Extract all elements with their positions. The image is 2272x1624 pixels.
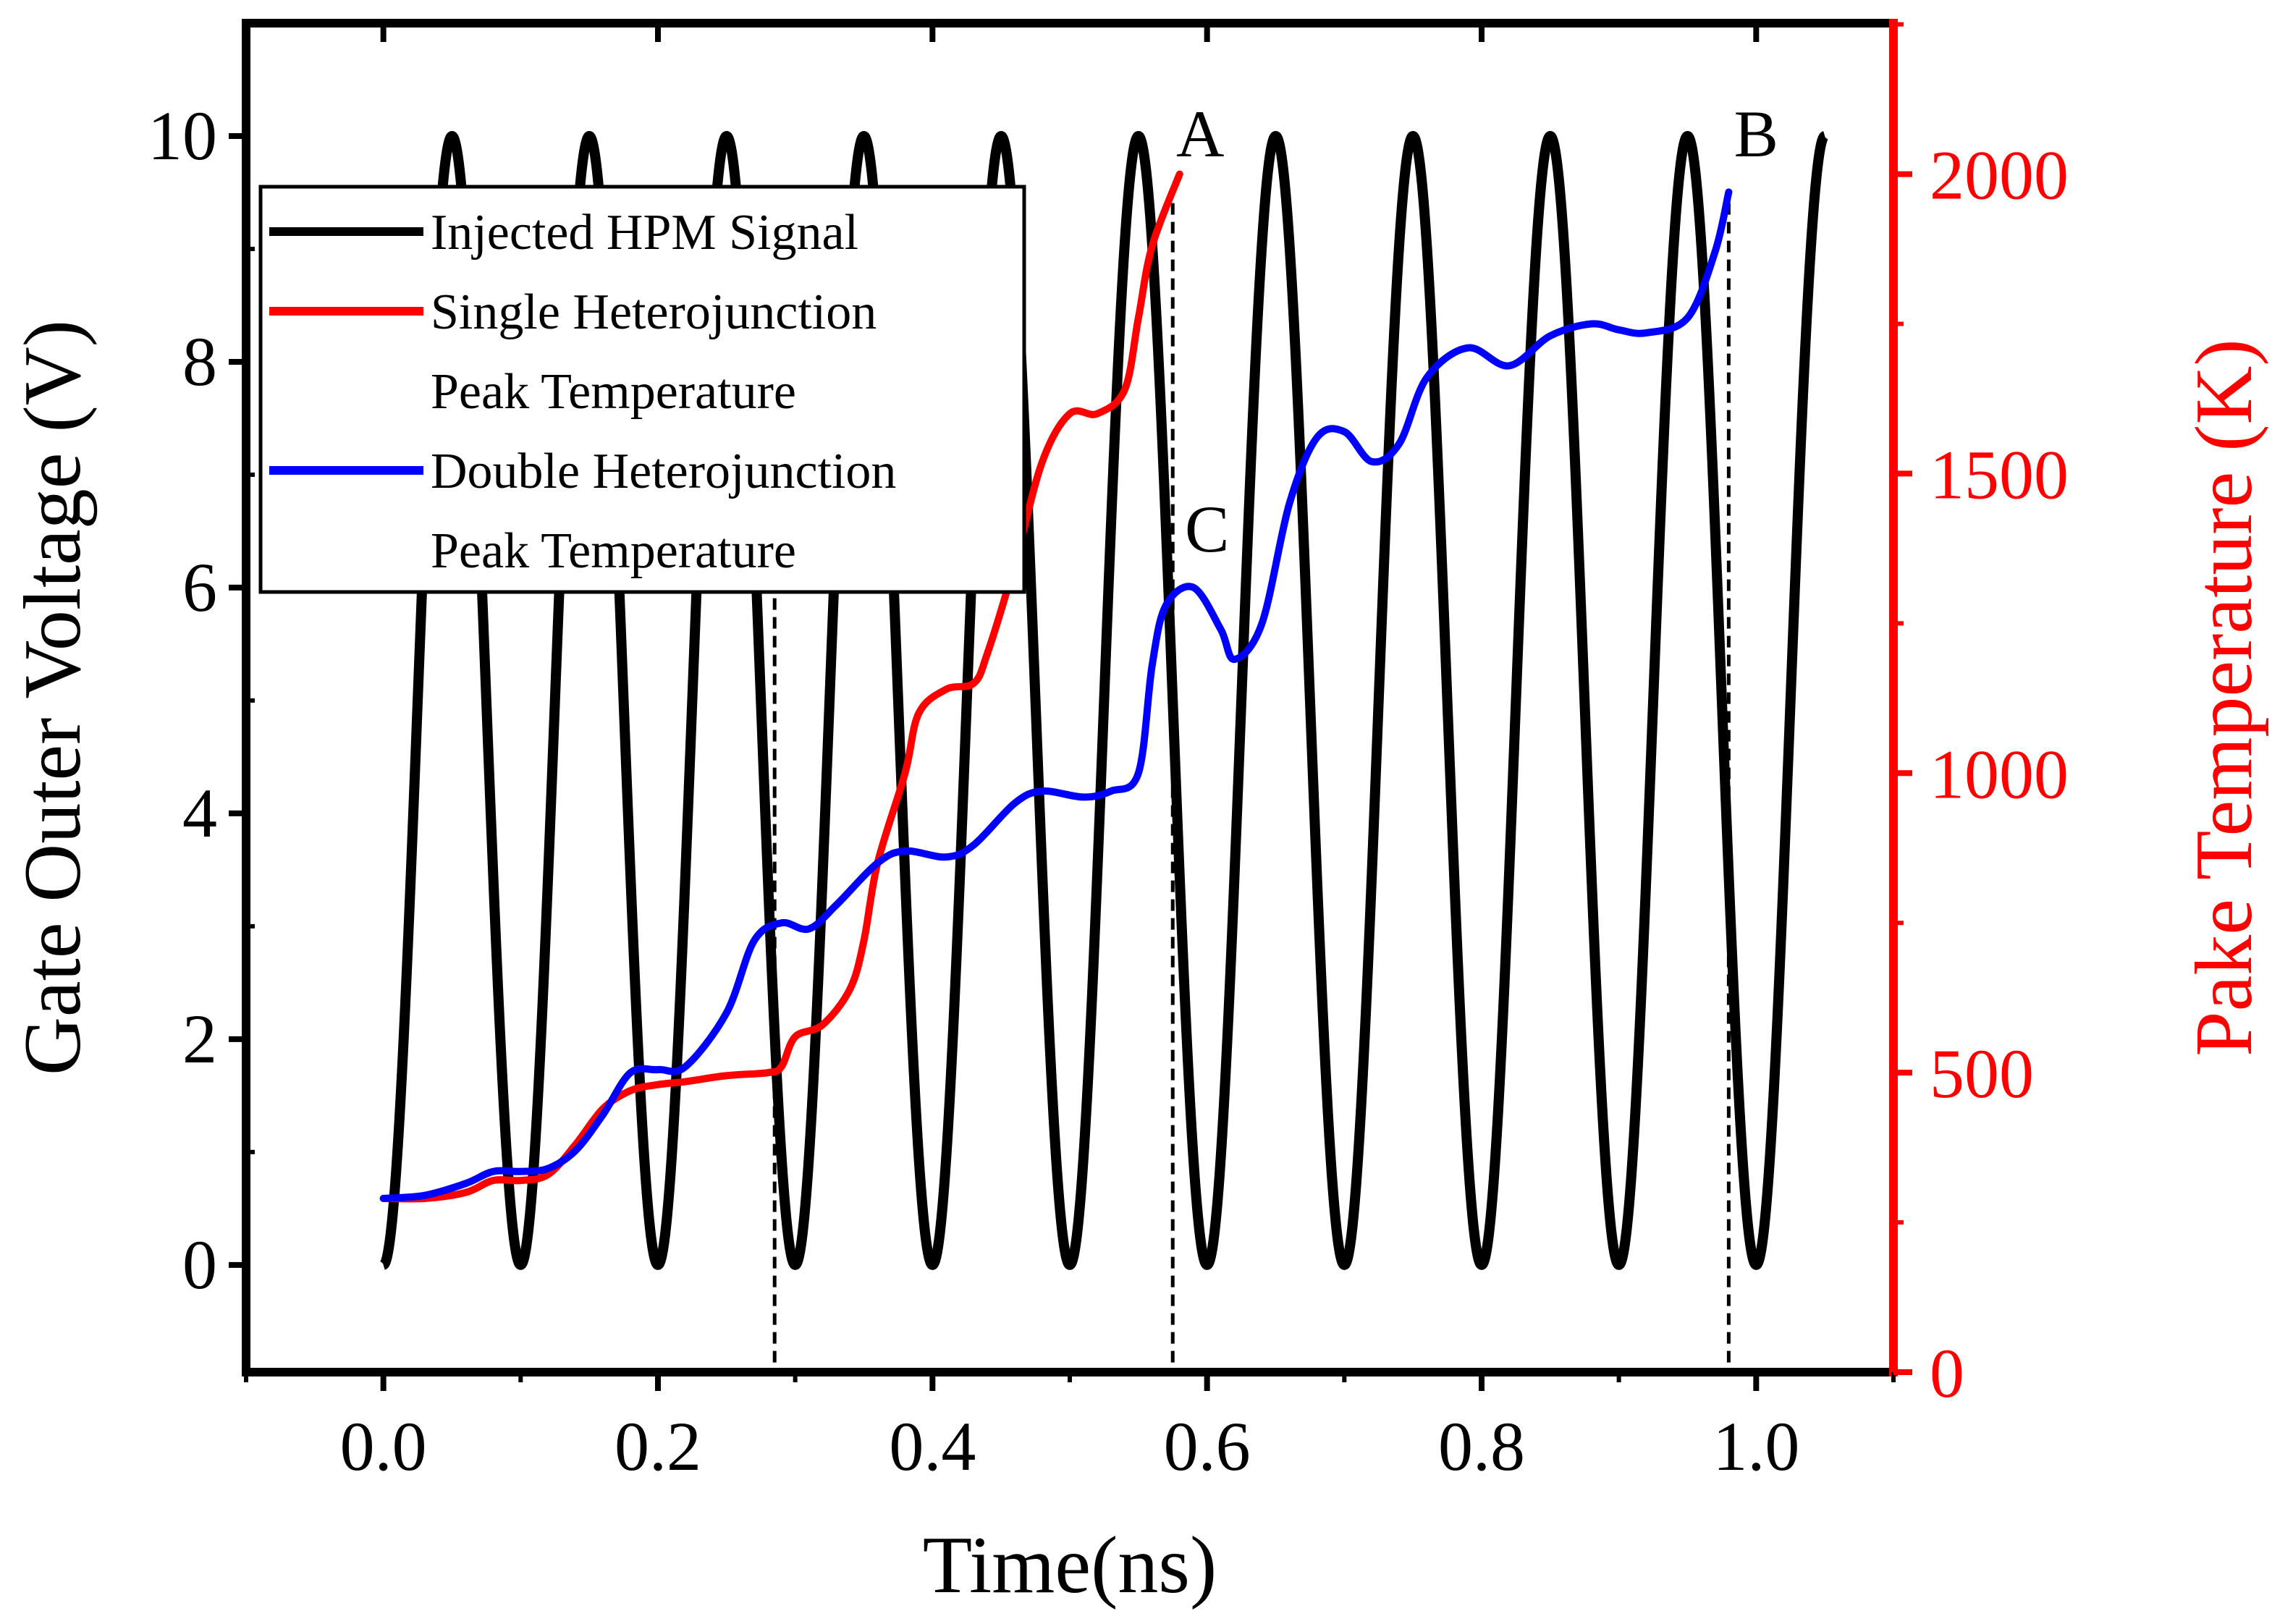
legend: Injected HPM Signal Single Heterojunction… (258, 185, 1026, 594)
legend-label: Double Heterojunction (431, 444, 896, 499)
x-tick-label: 0.0 (340, 1408, 427, 1485)
y-right-tick-label: 1500 (1930, 436, 2069, 513)
x-tick-label: 0.4 (889, 1408, 976, 1485)
x-tick-label: 0.2 (615, 1408, 701, 1485)
annotation-b: B (1734, 97, 1778, 171)
legend-label: Injected HPM Signal (431, 205, 858, 261)
annotation-c: C (1185, 492, 1229, 566)
legend-label: Peak Temperature (431, 364, 796, 420)
y-right-tick-label: 500 (1930, 1035, 2034, 1112)
y-right-tick-label: 0 (1930, 1335, 1964, 1412)
y-left-tick-label: 2 (182, 1000, 217, 1078)
series-line-double-heterojunction (379, 188, 1733, 1202)
legend-box (258, 185, 1026, 594)
y-left-tick-label: 10 (148, 97, 217, 174)
x-tick-label: 0.8 (1438, 1408, 1525, 1485)
legend-label: Peak Temperature (431, 523, 796, 579)
y-left-tick-label: 6 (182, 549, 217, 626)
y-left-axis-title: Gate Outer Voltage (V) (8, 320, 98, 1075)
y-left-tick-label: 8 (182, 323, 217, 400)
plot-area (379, 130, 1830, 1372)
legend-label: Single Heterojunction (431, 284, 877, 340)
y-right-tick-label: 2000 (1930, 137, 2069, 214)
x-tick-label: 0.6 (1164, 1408, 1251, 1485)
series-line-hpm-signal (379, 130, 1830, 1270)
y-right-axis-title: Pake Temperature (K) (2179, 339, 2269, 1056)
y-left-tick-label: 0 (182, 1226, 217, 1303)
x-axis-title: Time(ns) (923, 1521, 1217, 1610)
y-left-tick-label: 4 (182, 774, 217, 852)
y-right-tick-label: 1000 (1930, 735, 2069, 813)
annotation-a: A (1176, 97, 1224, 171)
x-tick-label: 1.0 (1713, 1408, 1799, 1485)
